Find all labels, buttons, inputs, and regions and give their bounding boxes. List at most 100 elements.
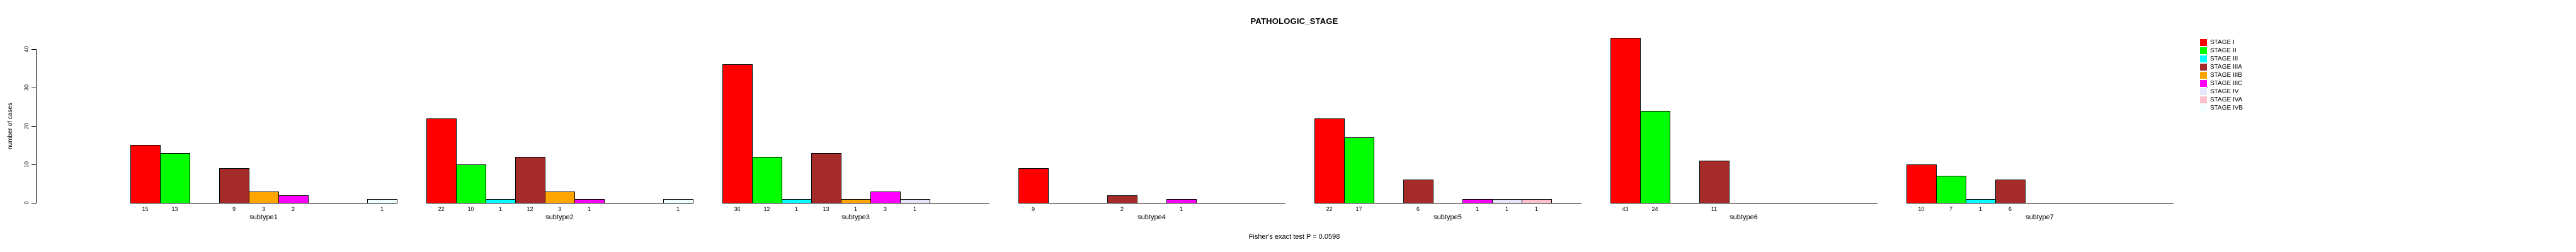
legend-item-stage-i: STAGE I [2200, 38, 2243, 47]
bar-value-label: 1 [913, 206, 916, 212]
bar-value-label: 3 [557, 206, 561, 212]
bar-stage-iv-subtype5 [1492, 199, 1522, 203]
bar-stage-ii-subtype2 [456, 164, 486, 203]
bar-value-label: 1 [587, 206, 591, 212]
bar-stage-iiia-subtype5 [1403, 180, 1433, 203]
bar-stage-i-subtype3 [722, 64, 753, 203]
y-axis-tick [31, 164, 36, 165]
bar-stage-iiic-subtype5 [1462, 199, 1493, 203]
category-label: subtype6 [1730, 214, 1758, 221]
bar-value-label: 3 [883, 206, 887, 212]
bar-value-label: 13 [171, 206, 178, 212]
legend-label: STAGE IIIA [2210, 64, 2242, 71]
bar-stage-iiib-subtype1 [249, 192, 279, 203]
bar-value-label: 6 [1416, 206, 1420, 212]
category-label: subtype4 [1137, 214, 1166, 221]
y-axis-tick-label: 30 [23, 84, 30, 91]
bar-stage-ivb-subtype2 [663, 199, 693, 203]
bar-stage-i-subtype1 [130, 145, 161, 203]
bar-value-label: 6 [2008, 206, 2012, 212]
bar-value-label: 1 [794, 206, 798, 212]
chart-title: PATHOLOGIC_STAGE [1250, 16, 1338, 26]
bar-value-label: 22 [1326, 206, 1333, 212]
bar-value-label: 12 [527, 206, 533, 212]
legend-swatch-icon [2200, 88, 2207, 95]
bar-stage-iii-subtype7 [1966, 199, 1996, 203]
bar-stage-i-subtype5 [1314, 118, 1345, 203]
legend-label: STAGE IIIC [2210, 80, 2243, 87]
y-axis-tick-label: 20 [23, 123, 30, 130]
bar-stage-iiia-subtype3 [811, 153, 841, 203]
legend-label: STAGE IVA [2210, 96, 2243, 103]
bar-stage-i-subtype6 [1610, 38, 1641, 203]
bar-value-label: 1 [1978, 206, 1982, 212]
bar-value-label: 1 [380, 206, 384, 212]
bar-stage-ii-subtype3 [752, 157, 782, 203]
legend-swatch-icon [2200, 105, 2207, 112]
bar-stage-iiia-subtype6 [1699, 161, 1730, 203]
legend-item-stage-iv: STAGE IV [2200, 88, 2243, 96]
legend-item-stage-ii: STAGE II [2200, 47, 2243, 55]
bar-value-label: 43 [1622, 206, 1629, 212]
bar-stage-iii-subtype2 [486, 199, 516, 203]
bar-stage-ivb-subtype1 [367, 199, 397, 203]
bar-value-label: 10 [1918, 206, 1925, 212]
legend-swatch-icon [2200, 80, 2207, 87]
legend-label: STAGE I [2210, 39, 2235, 46]
y-axis-tick [31, 125, 36, 127]
bar-value-label: 9 [1031, 206, 1035, 212]
bar-value-label: 1 [1475, 206, 1479, 212]
bar-stage-iiia-subtype7 [1995, 180, 2026, 203]
bar-value-label: 2 [1120, 206, 1124, 212]
legend-swatch-icon [2200, 64, 2207, 71]
category-label: subtype7 [2026, 214, 2054, 221]
y-axis-tick [31, 49, 36, 50]
legend-item-stage-iii: STAGE III [2200, 55, 2243, 63]
bar-value-label: 22 [438, 206, 445, 212]
bar-value-label: 36 [734, 206, 741, 212]
bar-stage-iiia-subtype1 [219, 168, 249, 203]
legend-item-stage-iva: STAGE IVA [2200, 96, 2243, 104]
legend-label: STAGE IVB [2210, 105, 2243, 112]
legend-label: STAGE II [2210, 47, 2237, 54]
y-axis-line [36, 49, 37, 203]
bar-stage-iiic-subtype2 [574, 199, 605, 203]
bar-stage-i-subtype7 [1906, 164, 1937, 203]
legend-item-stage-iiia: STAGE IIIA [2200, 63, 2243, 71]
bar-value-label: 15 [142, 206, 149, 212]
legend-swatch-icon [2200, 39, 2207, 46]
bar-stage-iiib-subtype2 [545, 192, 575, 203]
legend-label: STAGE III [2210, 55, 2238, 62]
bar-value-label: 13 [823, 206, 829, 212]
bar-value-label: 12 [763, 206, 770, 212]
legend-item-stage-iiib: STAGE IIIB [2200, 71, 2243, 79]
bar-stage-iiic-subtype1 [278, 195, 309, 203]
bar-value-label: 10 [467, 206, 474, 212]
bar-value-label: 9 [232, 206, 236, 212]
bar-value-label: 24 [1651, 206, 1658, 212]
bar-stage-ii-subtype6 [1640, 111, 1670, 203]
y-axis-tick-label: 10 [23, 161, 30, 168]
bar-stage-iiia-subtype2 [515, 157, 545, 203]
bar-stage-i-subtype2 [426, 118, 457, 203]
bar-stage-ii-subtype5 [1344, 137, 1374, 203]
bar-value-label: 1 [498, 206, 502, 212]
legend-swatch-icon [2200, 55, 2207, 62]
category-label: subtype5 [1433, 214, 1462, 221]
legend-item-stage-iiic: STAGE IIIC [2200, 79, 2243, 88]
category-label: subtype1 [249, 214, 278, 221]
legend: STAGE I STAGE II STAGE III STAGE IIIA STAGE … [2200, 38, 2243, 112]
bar-value-label: 17 [1355, 206, 1362, 212]
bar-value-label: 3 [261, 206, 265, 212]
statistical-test-note: Fisher's exact test P = 0.0598 [1248, 233, 1340, 241]
legend-item-stage-ivb: STAGE IVB [2200, 104, 2243, 112]
legend-swatch-icon [2200, 72, 2207, 79]
bar-stage-iiic-subtype4 [1166, 199, 1197, 203]
bar-stage-i-subtype4 [1018, 168, 1049, 203]
bar-stage-iiic-subtype3 [870, 192, 901, 203]
legend-label: STAGE IV [2210, 88, 2239, 95]
bar-value-label: 1 [676, 206, 680, 212]
category-label: subtype2 [545, 214, 574, 221]
bar-value-label: 1 [1534, 206, 1538, 212]
